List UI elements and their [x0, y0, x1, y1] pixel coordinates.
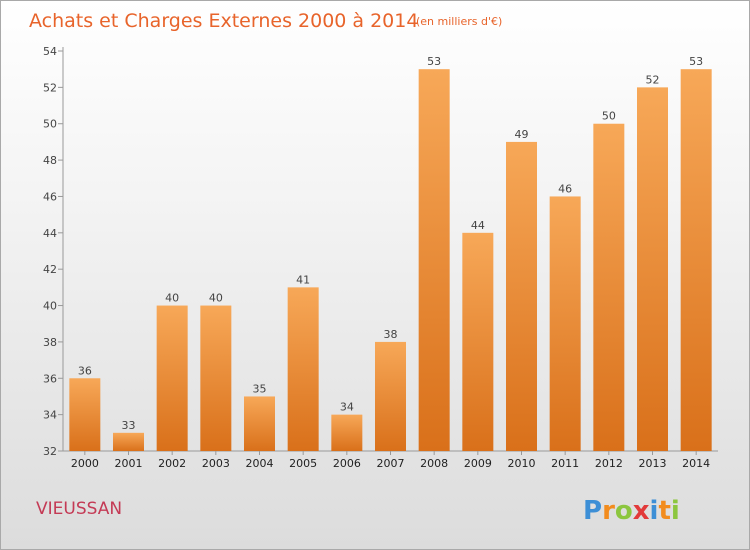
y-tick-label: 50 [43, 118, 57, 131]
data-label-2005: 41 [296, 273, 310, 286]
chart-title: Achats et Charges Externes 2000 à 2014 [29, 10, 418, 32]
data-label-2006: 34 [340, 401, 354, 414]
y-tick-label: 38 [43, 336, 57, 349]
bar-2004 [244, 396, 275, 451]
x-tick-label-2006: 2006 [333, 457, 361, 470]
data-label-2013: 52 [646, 73, 660, 86]
data-label-2003: 40 [209, 292, 223, 305]
y-tick-label: 42 [43, 263, 57, 276]
bar-2009 [462, 232, 494, 451]
data-label-2009: 44 [471, 219, 485, 232]
data-label-2000: 36 [78, 364, 92, 377]
x-axis: 2000 2001 2002 2003 2004 2005 2006 2007 2008 2009… [63, 450, 718, 470]
x-tick-label-2009: 2009 [464, 457, 492, 470]
data-label-2011: 46 [558, 182, 572, 195]
bar-2014 [680, 69, 712, 451]
bar-2012 [593, 123, 625, 452]
commune-name: VIEUSSAN [36, 499, 122, 519]
y-tick-label: 52 [43, 81, 57, 94]
x-tick-label-2008: 2008 [420, 457, 448, 470]
y-tick-label: 34 [43, 409, 57, 422]
logo-text: Proxiti [583, 496, 680, 526]
x-tick-label-2011: 2011 [551, 457, 579, 470]
bar-2000 [69, 378, 101, 451]
data-label-2001: 33 [122, 419, 136, 432]
y-tick-label: 40 [43, 300, 57, 313]
data-label-2010: 49 [515, 128, 529, 141]
x-tick-label-2010: 2010 [508, 457, 536, 470]
x-tick-label-2003: 2003 [202, 457, 230, 470]
y-tick-label: 32 [43, 445, 57, 458]
data-label-2004: 35 [253, 382, 267, 395]
y-tick-label: 36 [43, 372, 57, 385]
bar-2011 [549, 196, 581, 451]
bar-2002 [156, 305, 188, 451]
x-tick-label-2005: 2005 [289, 457, 317, 470]
bars: 36 33 40 40 35 41 34 38 53 44 49 46 50 52 53 [69, 55, 712, 452]
y-axis: 32 34 36 38 40 42 44 46 48 50 52 54 [43, 45, 64, 458]
chart-subtitle: (en milliers d'€) [416, 15, 502, 28]
y-tick-label: 44 [43, 227, 57, 240]
x-tick-label-2007: 2007 [377, 457, 405, 470]
x-tick-label-2012: 2012 [595, 457, 623, 470]
bar-2008 [418, 69, 450, 451]
bar-2001 [113, 432, 144, 451]
x-tick-label-2000: 2000 [71, 457, 99, 470]
bar-2013 [637, 87, 668, 451]
x-tick-label-2002: 2002 [158, 457, 186, 470]
data-label-2007: 38 [384, 328, 398, 341]
bar-2003 [200, 305, 232, 451]
bar-2006 [331, 414, 363, 451]
y-tick-label: 54 [43, 45, 57, 58]
x-tick-label-2013: 2013 [639, 457, 667, 470]
y-tick-label: 48 [43, 154, 57, 167]
x-tick-label-2004: 2004 [246, 457, 274, 470]
y-tick-label: 46 [43, 190, 57, 203]
x-tick-label-2014: 2014 [682, 457, 710, 470]
data-label-2014: 53 [689, 55, 703, 68]
bar-2010 [506, 141, 537, 451]
data-label-2002: 40 [165, 292, 179, 305]
proxiti-logo: Proxiti [583, 496, 680, 526]
data-label-2008: 53 [427, 55, 441, 68]
bar-2005 [287, 287, 319, 451]
bar-2007 [375, 341, 406, 451]
x-tick-label-2001: 2001 [115, 457, 143, 470]
data-label-2012: 50 [602, 110, 616, 123]
